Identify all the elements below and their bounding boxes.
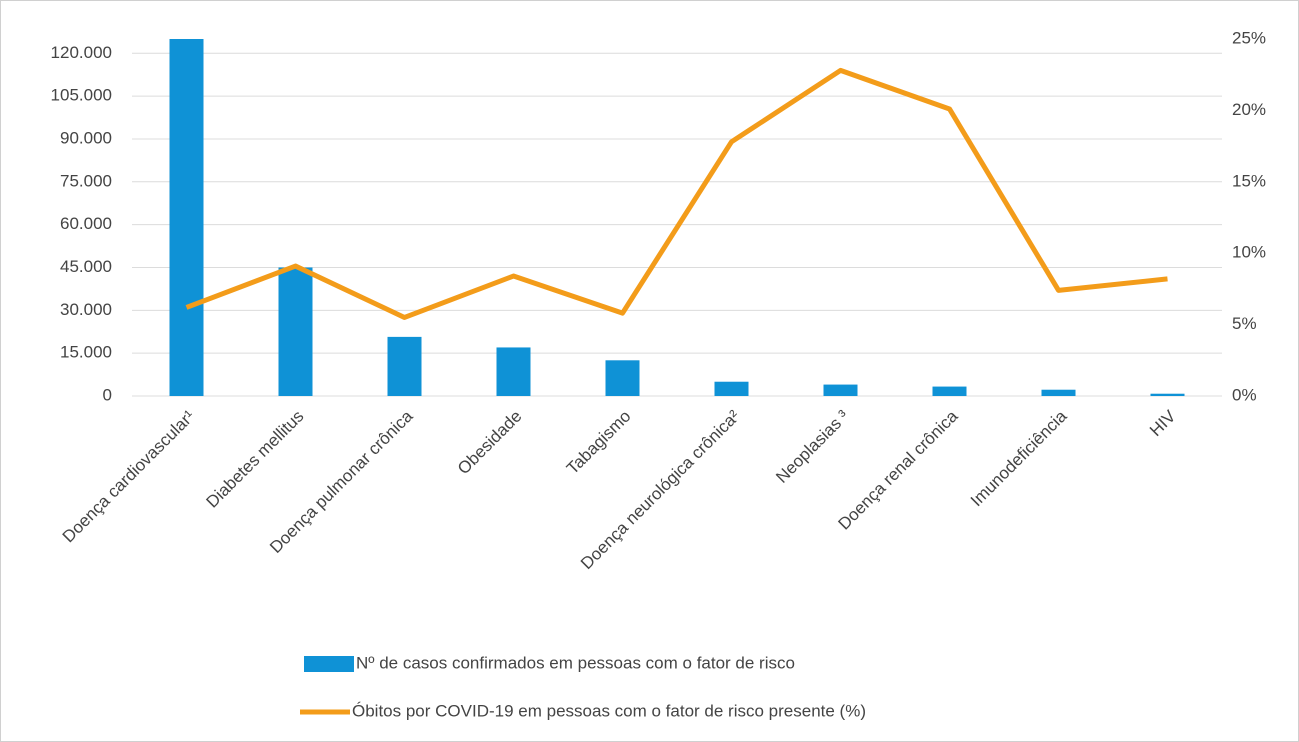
y2-tick-label: 0% [1232, 385, 1257, 404]
bar [496, 347, 531, 396]
y-tick-label: 120.000 [51, 43, 112, 62]
bar [932, 386, 967, 396]
bar [605, 360, 640, 396]
bar [823, 384, 858, 396]
y-tick-label: 75.000 [60, 171, 112, 190]
y-tick-label: 60.000 [60, 214, 112, 233]
legend-label: Nº de casos confirmados em pessoas com o… [356, 653, 795, 672]
bar [387, 336, 422, 396]
y-tick-label: 105.000 [51, 86, 112, 105]
bar [714, 381, 749, 396]
y-tick-label: 90.000 [60, 128, 112, 147]
bar [1150, 393, 1185, 396]
y-tick-label: 0 [103, 385, 112, 404]
line [185, 67, 1168, 320]
bar [278, 267, 313, 396]
legend-label: Óbitos por COVID-19 em pessoas com o fat… [352, 701, 866, 720]
y2-tick-label: 15% [1232, 171, 1266, 190]
y-tick-label: 45.000 [60, 257, 112, 276]
y2-tick-label: 25% [1232, 28, 1266, 47]
bar [169, 39, 204, 396]
y-tick-label: 30.000 [60, 300, 112, 319]
bar [1041, 389, 1076, 396]
y2-tick-label: 5% [1232, 314, 1257, 333]
y2-tick-label: 20% [1232, 100, 1266, 119]
y2-tick-label: 10% [1232, 243, 1266, 262]
y-tick-label: 15.000 [60, 343, 112, 362]
legend-swatch [304, 656, 354, 672]
